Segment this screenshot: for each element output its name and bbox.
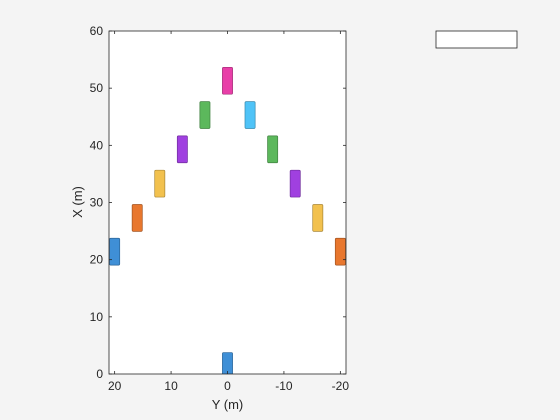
x-tick-label: -10 <box>275 379 293 393</box>
y-tick-label: 50 <box>90 81 104 95</box>
y-tick-label: 0 <box>96 367 103 381</box>
x-axis: 20 10 0 -10 -20 <box>108 31 349 393</box>
x-tick-label: 10 <box>164 379 178 393</box>
y-tick-label: 60 <box>90 24 104 38</box>
x-tick-label: 0 <box>224 379 231 393</box>
vehicle-marker <box>334 237 346 266</box>
vehicle-marker <box>312 204 324 232</box>
y-tick-label: 20 <box>90 253 104 267</box>
vehicle-series <box>109 66 346 374</box>
vehicle-marker <box>244 101 256 129</box>
y-axis-label: X (m) <box>70 186 85 218</box>
x-axis-label: Y (m) <box>212 397 244 412</box>
vehicle-marker <box>289 169 301 198</box>
vehicle-marker <box>154 169 166 198</box>
vehicle-marker <box>131 204 143 232</box>
x-tick-label: 20 <box>108 379 122 393</box>
vehicle-marker <box>176 135 188 164</box>
vehicle-marker <box>222 66 233 95</box>
vehicle-marker <box>222 352 233 374</box>
y-axis: 0 10 20 30 40 50 60 <box>90 24 346 381</box>
vehicle-marker <box>109 237 121 266</box>
vehicle-marker <box>199 101 211 129</box>
y-tick-label: 30 <box>90 196 104 210</box>
y-tick-label: 40 <box>90 138 104 152</box>
x-tick-label: -20 <box>332 379 350 393</box>
legend-box <box>435 30 518 49</box>
vehicle-marker <box>267 135 279 164</box>
y-tick-label: 10 <box>90 310 104 324</box>
